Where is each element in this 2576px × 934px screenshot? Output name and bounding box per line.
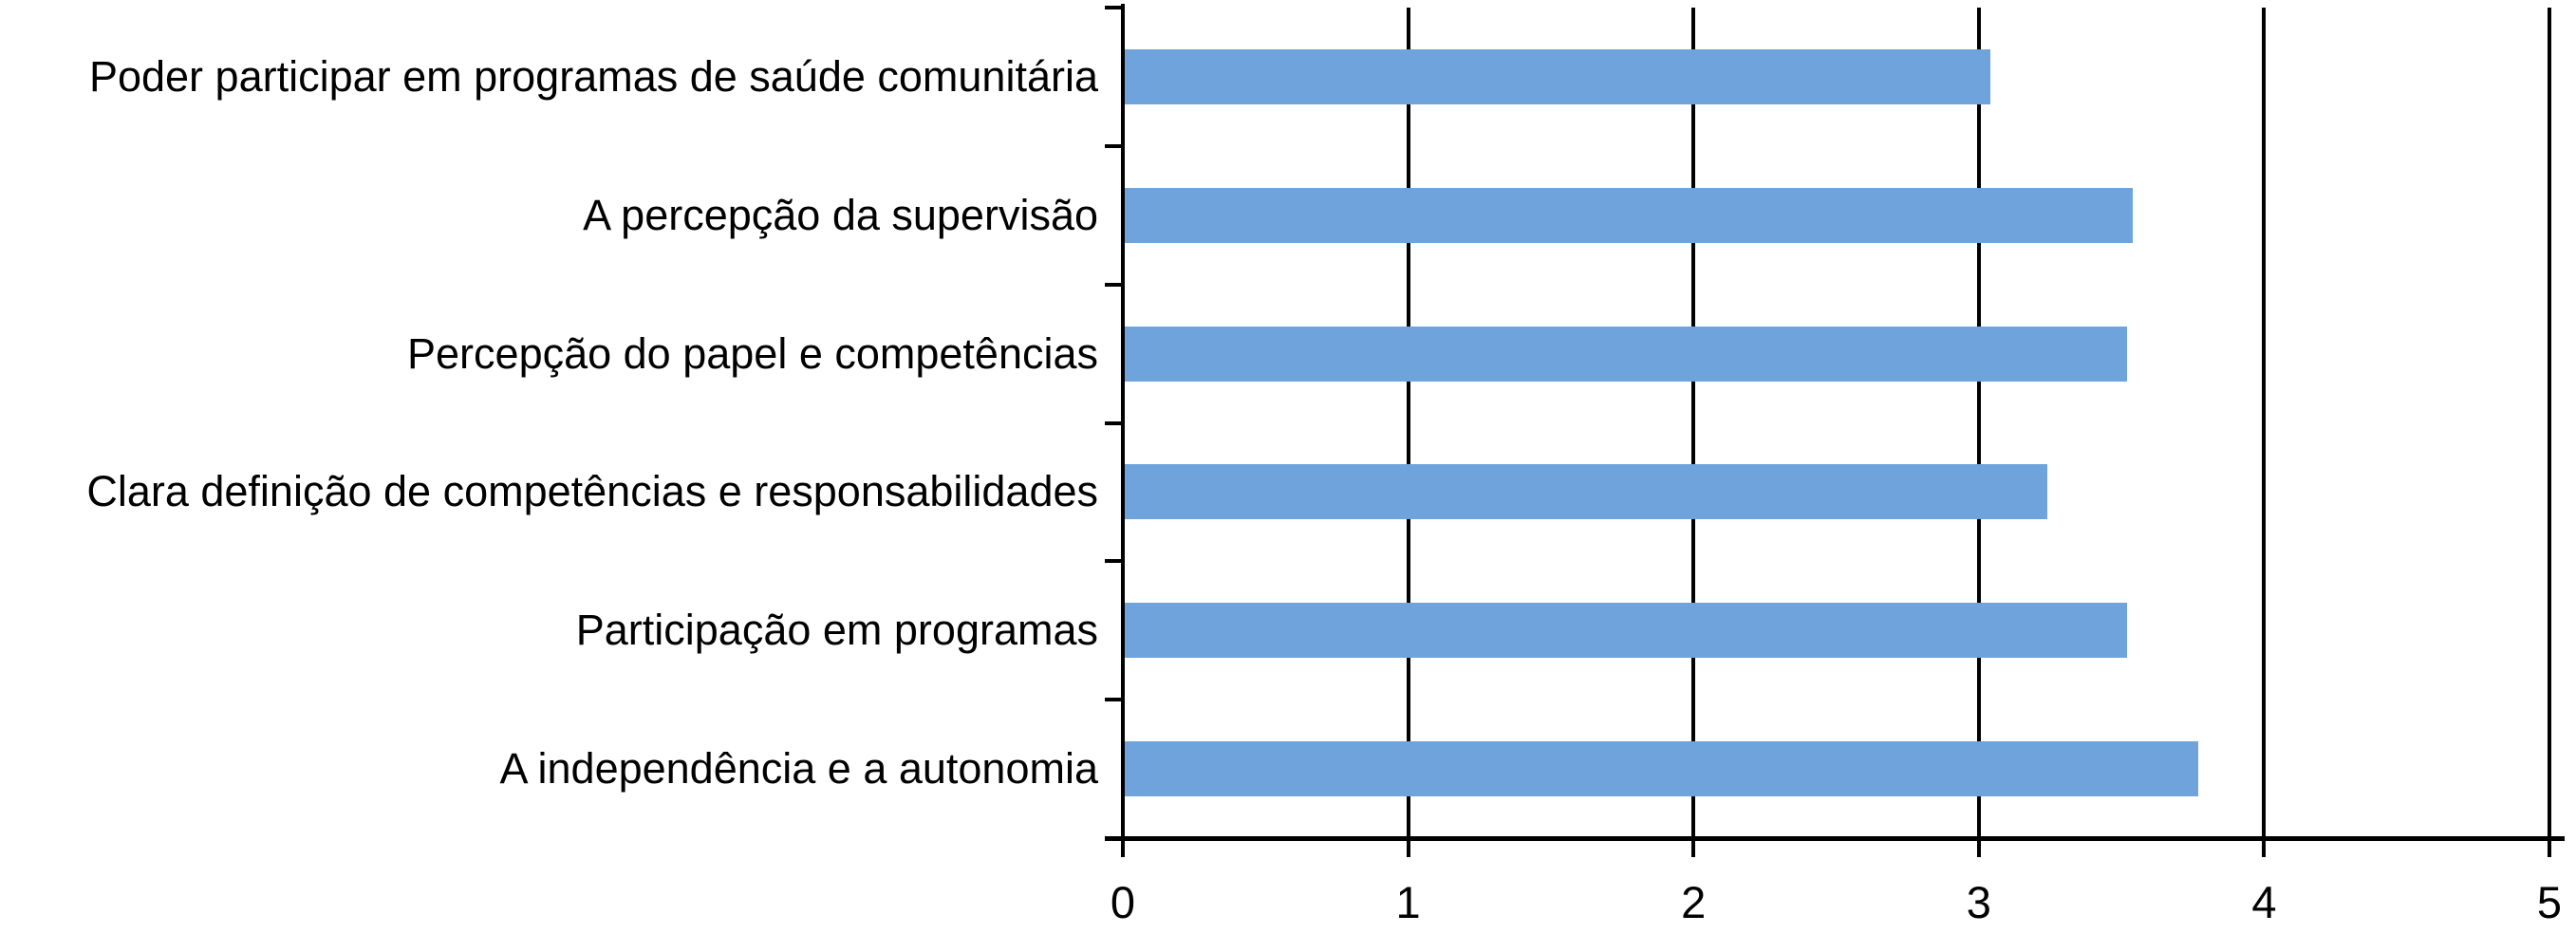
category-label: A percepção da supervisão [583,190,1098,239]
x-tick-label: 5 [2536,877,2563,927]
bar [1123,741,2199,797]
bar [1123,187,2134,243]
y-axis-tick [1105,836,1123,840]
x-axis-tick [2548,841,2551,857]
x-tick-label: 2 [1681,877,1707,927]
x-tick-label: 0 [1110,877,1136,927]
y-axis-tick [1105,282,1123,287]
gridline [2548,8,2551,838]
category-label: Percepção do papel e competências [407,328,1098,378]
x-axis-tick [1121,841,1125,857]
y-axis-tick [1105,698,1123,702]
gridline [1691,8,1696,838]
bar [1123,326,2128,382]
x-axis-tick [1976,841,1981,857]
gridline [2262,8,2267,838]
x-axis-tick [1691,841,1696,857]
bar [1123,48,1990,104]
bar [1123,464,2047,520]
category-label: Poder participar em programas de saúde c… [88,51,1098,101]
category-label: A independência e a autonomia [499,744,1098,794]
y-axis-tick [1105,143,1123,148]
x-tick-label: 4 [2251,877,2277,927]
x-axis-line [1105,836,2565,841]
bar [1123,603,2128,659]
y-axis-line [1121,4,1125,838]
gridline [1976,8,1981,838]
y-axis-tick [1105,559,1123,564]
x-tick-label: 3 [1966,877,1991,927]
x-tick-label: 1 [1395,877,1421,927]
y-axis-tick [1105,420,1123,425]
x-axis-tick [2262,841,2267,857]
category-label: Clara definição de competências e respon… [86,467,1098,516]
gridline [1406,8,1410,838]
y-axis-tick [1105,6,1123,9]
category-label: Participação em programas [575,606,1098,655]
x-axis-tick [1406,841,1410,857]
